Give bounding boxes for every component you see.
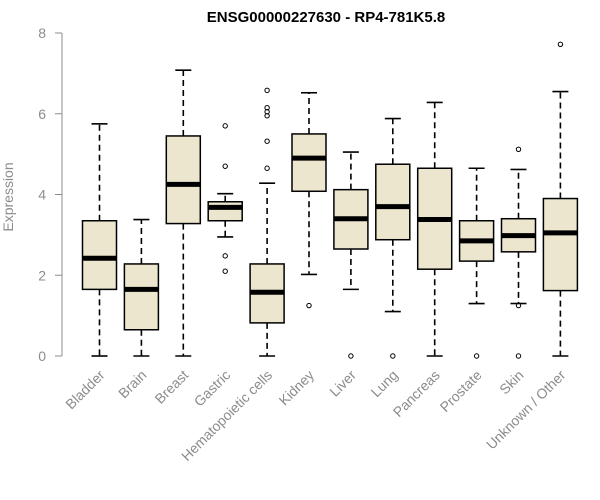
box-iqr	[165, 135, 202, 225]
y-tick-label: 0	[38, 348, 46, 364]
outlier-point	[264, 87, 270, 94]
box-group	[500, 146, 537, 359]
category-label: Bladder	[62, 367, 108, 413]
box-group	[542, 41, 579, 357]
y-tick-label: 4	[38, 187, 46, 203]
outlier-point	[222, 268, 228, 274]
outlier-point	[222, 123, 228, 129]
category-label: Pancreas	[390, 367, 443, 420]
box-iqr	[123, 263, 160, 331]
box-group	[249, 87, 285, 357]
outlier-point	[306, 302, 312, 309]
box-group	[458, 167, 495, 359]
category-label: Prostate	[437, 367, 485, 415]
outlier-point	[222, 163, 228, 169]
y-tick-label: 6	[38, 106, 46, 122]
box-iqr	[375, 163, 411, 241]
box-group	[123, 218, 160, 357]
category-label: Skin	[496, 367, 527, 398]
y-axis: 0 2 4 6 8	[38, 25, 63, 364]
outlier-point	[264, 113, 270, 119]
outlier-point	[348, 353, 354, 359]
outlier-point	[222, 253, 228, 259]
box-iqr	[542, 197, 579, 292]
category-label: Breast	[151, 367, 191, 407]
outlier-point	[264, 138, 270, 144]
category-label: Unknown / Other	[483, 367, 569, 453]
outlier-point	[557, 41, 564, 48]
category-label: Kidney	[276, 367, 318, 409]
outlier-point	[390, 353, 396, 359]
box-group	[333, 151, 369, 359]
box-group	[165, 69, 202, 357]
box-group	[291, 91, 327, 309]
chart-title: ENSG00000227630 - RP4-781K5.8	[207, 9, 446, 26]
category-label: Brain	[115, 367, 149, 401]
y-tick-label: 2	[38, 267, 46, 283]
category-label: Liver	[326, 367, 359, 400]
box-iqr	[81, 219, 118, 291]
plot-area	[81, 41, 579, 359]
box-group	[81, 123, 118, 357]
outlier-point	[515, 353, 522, 359]
box-iqr	[207, 201, 243, 222]
box-group	[375, 117, 411, 359]
outlier-point	[515, 146, 522, 152]
outlier-point	[515, 302, 522, 309]
y-tick-label: 8	[38, 25, 46, 41]
outlier-point	[264, 165, 270, 171]
box-iqr	[291, 133, 327, 193]
box-group	[416, 101, 453, 357]
box-group	[207, 123, 243, 274]
outlier-point	[473, 353, 480, 359]
category-label: Lung	[368, 367, 401, 400]
y-axis-label: Expression	[0, 162, 16, 231]
